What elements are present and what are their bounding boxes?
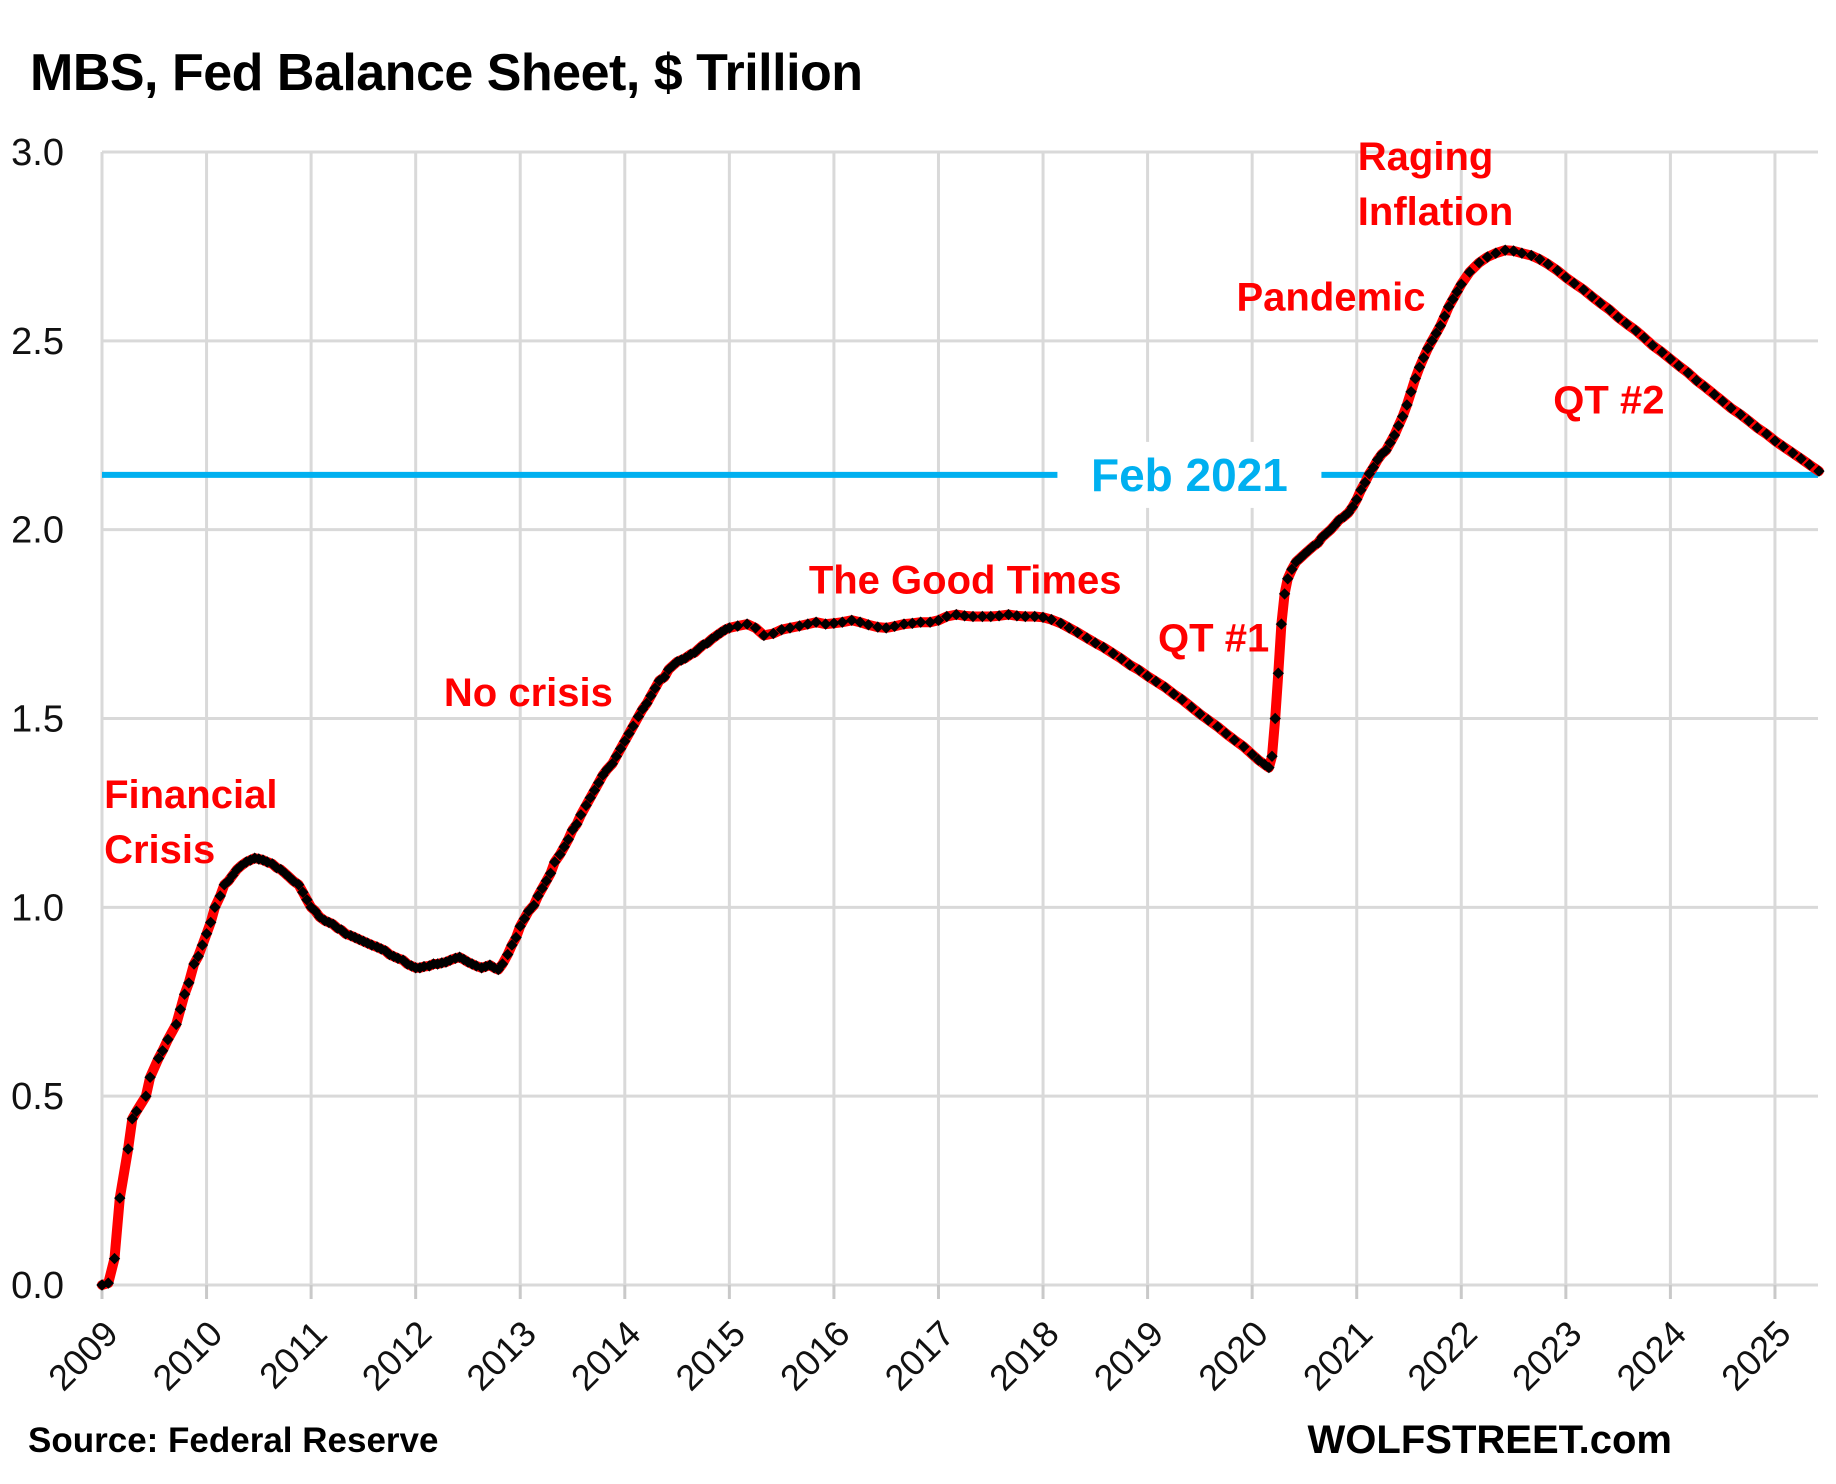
source-label: Source: Federal Reserve xyxy=(28,1421,438,1460)
annotation-raging-inflation: Raging xyxy=(1358,135,1494,179)
annotation-pandemic: Pandemic xyxy=(1236,276,1425,320)
y-axis-tick-label: 0.5 xyxy=(11,1076,64,1118)
x-axis-tick-label: 2014 xyxy=(563,1313,649,1399)
x-axis-tick-label: 2013 xyxy=(458,1313,544,1399)
x-axis-tick-label: 2022 xyxy=(1399,1313,1485,1399)
x-axis-tick-label: 2020 xyxy=(1190,1313,1276,1399)
feb-2021-reference-line: Feb 2021 xyxy=(102,441,1818,508)
x-axis-tick-label: 2009 xyxy=(40,1313,126,1399)
annotation-qt-2: QT #2 xyxy=(1553,378,1664,422)
x-axis-tick-label: 2023 xyxy=(1504,1313,1590,1399)
annotation-qt-1: QT #1 xyxy=(1158,617,1269,661)
y-axis-tick-label: 1.0 xyxy=(11,887,64,929)
x-axis-tick-label: 2024 xyxy=(1608,1313,1694,1399)
x-axis-tick-label: 2017 xyxy=(877,1313,963,1399)
y-axis-tick-label: 2.0 xyxy=(11,510,64,552)
x-axis-tick-label: 2021 xyxy=(1295,1313,1381,1399)
y-axis-tick-label: 2.5 xyxy=(11,321,64,363)
chart-title: MBS, Fed Balance Sheet, $ Trillion xyxy=(30,44,863,102)
annotation-financial-crisis: Crisis xyxy=(104,828,215,872)
y-axis-tick-label: 1.5 xyxy=(11,698,64,740)
x-axis-tick-label: 2011 xyxy=(251,1313,335,1397)
gridlines xyxy=(100,150,1818,1299)
annotation-good-times: The Good Times xyxy=(809,559,1122,603)
x-axis-tick-label: 2010 xyxy=(145,1313,231,1399)
annotation-no-crisis: No crisis xyxy=(444,671,613,715)
reference-line-label: Feb 2021 xyxy=(1091,449,1288,501)
annotation-financial-crisis: Financial xyxy=(104,773,277,817)
annotations: Financial Crisis No crisis The Good Times QT… xyxy=(104,135,1664,872)
series-markers xyxy=(96,244,1825,1291)
wolfstreet-branding: WOLFSTREET.com xyxy=(1308,1418,1672,1462)
y-axis-tick-label: 3.0 xyxy=(11,132,64,174)
x-axis-tick-label: 2015 xyxy=(667,1313,753,1399)
reference-label-background xyxy=(1057,441,1322,508)
x-axis-tick-label: 2012 xyxy=(354,1313,440,1399)
y-axis-tick-label: 0.0 xyxy=(11,1265,64,1307)
x-axis-tick-label: 2019 xyxy=(1086,1313,1172,1399)
x-axis-tick-label: 2025 xyxy=(1713,1313,1799,1399)
x-axis-tick-label: 2016 xyxy=(772,1313,858,1399)
mbs-series xyxy=(96,244,1825,1291)
annotation-raging-inflation: Inflation xyxy=(1358,190,1514,234)
x-axis-tick-label: 2018 xyxy=(981,1313,1067,1399)
